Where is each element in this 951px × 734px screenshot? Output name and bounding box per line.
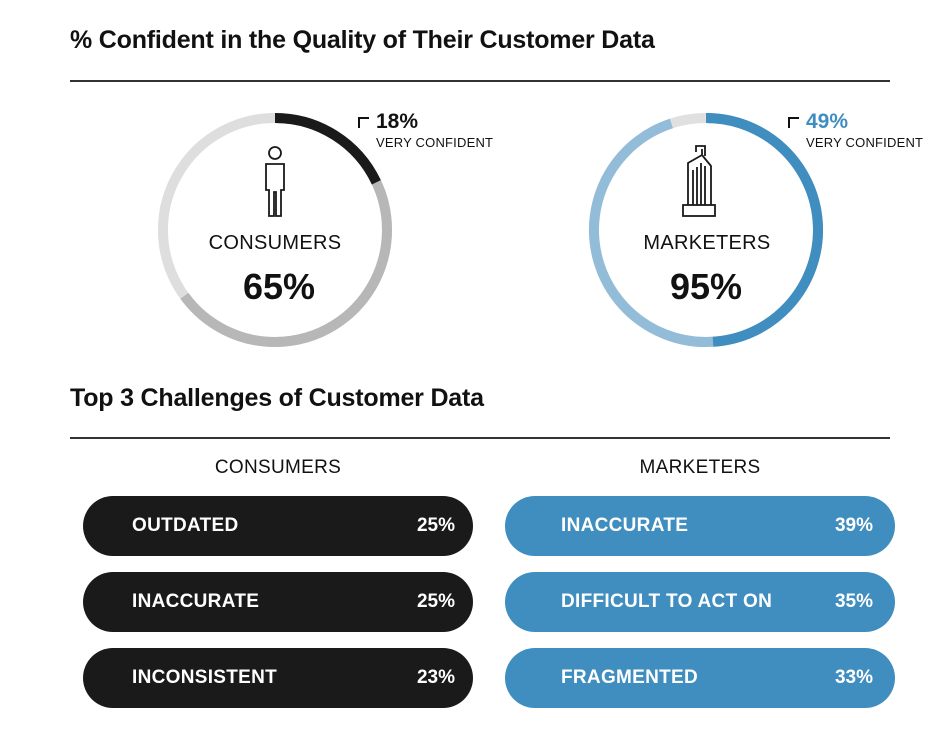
consumers-very-confident-label: VERY CONFIDENT	[376, 135, 494, 150]
consumers-donut	[157, 113, 392, 347]
consumers-donut-label: CONSUMERS	[208, 232, 342, 254]
consumers-confident-value: 65%	[242, 266, 316, 307]
marketers-confident-value: 95%	[669, 266, 743, 307]
challenge-value: 25%	[416, 515, 455, 536]
chart-title: % Confident in the Quality of Their Cust…	[70, 26, 655, 54]
callout-bracket-icon	[788, 117, 799, 128]
marketers-challenge-row: FRAGMENTED 33%	[505, 648, 895, 708]
challenge-label: INCONSISTENT	[132, 667, 278, 688]
challenge-value: 33%	[834, 667, 873, 688]
consumers-challenge-row: INCONSISTENT 23%	[83, 648, 473, 708]
person-icon	[265, 146, 285, 217]
challenge-label: INACCURATE	[132, 591, 260, 612]
challenge-label: INACCURATE	[561, 515, 689, 536]
marketers-very-confident-arc	[705, 113, 823, 347]
challenge-label: OUTDATED	[132, 515, 239, 536]
building-icon	[682, 145, 716, 217]
challenge-label: DIFFICULT TO ACT ON	[561, 591, 773, 612]
challenge-value: 23%	[416, 667, 455, 688]
marketers-donut	[588, 113, 823, 347]
marketers-very-confident-label: VERY CONFIDENT	[806, 135, 924, 150]
challenge-label: FRAGMENTED	[561, 667, 699, 688]
consumers-very-confident-value: 18%	[376, 110, 419, 133]
marketers-very-confident-value: 49%	[806, 110, 849, 133]
marketers-challenge-row: INACCURATE 39%	[505, 496, 895, 556]
challenge-value: 35%	[834, 591, 873, 612]
marketers-very-confident-callout: 49% VERY CONFIDENT	[788, 110, 924, 150]
section-divider	[70, 437, 890, 439]
donut-charts	[157, 113, 823, 347]
marketers-challenge-row: DIFFICULT TO ACT ON 35%	[505, 572, 895, 632]
challenge-value: 39%	[834, 515, 873, 536]
marketers-column-header: MARKETERS	[639, 457, 761, 478]
title-divider	[70, 80, 890, 82]
consumers-challenge-row: INACCURATE 25%	[83, 572, 473, 632]
callout-bracket-icon	[358, 117, 369, 128]
section-title: Top 3 Challenges of Customer Data	[70, 384, 484, 412]
consumers-very-confident-arc	[274, 113, 381, 185]
marketers-donut-label: MARKETERS	[643, 232, 771, 254]
challenge-value: 25%	[416, 591, 455, 612]
consumers-very-confident-callout: 18% VERY CONFIDENT	[358, 110, 494, 150]
consumers-column-header: CONSUMERS	[214, 457, 342, 478]
consumers-challenge-row: OUTDATED 25%	[83, 496, 473, 556]
